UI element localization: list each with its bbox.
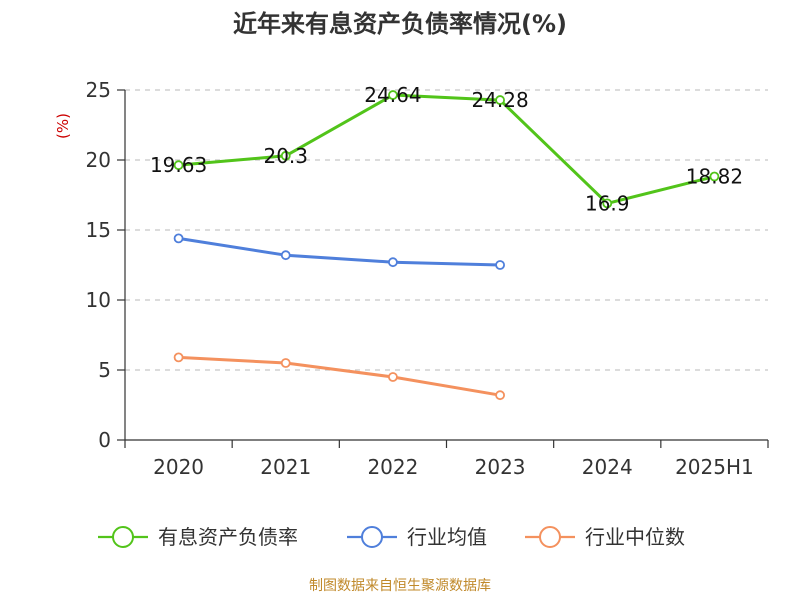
chart-title: 近年来有息资产负债率情况(%) [233, 10, 567, 38]
series-line-0 [178, 93, 715, 205]
data-label: 18.82 [686, 165, 743, 189]
data-label: 16.9 [585, 191, 630, 215]
data-label: 24.28 [471, 88, 528, 112]
axes: 0 5 10 15 20 25 2020 2021 2022 2023 2024 2025H1 [86, 78, 769, 479]
data-point-2 [388, 372, 398, 382]
y-axis-unit-label: (%) [54, 113, 72, 139]
y-tick-label: 0 [98, 428, 111, 452]
data-point-2 [173, 352, 184, 363]
y-tick-label: 20 [86, 148, 111, 172]
data-label: 24.64 [364, 83, 421, 107]
x-tick-label: 2020 [153, 455, 204, 479]
data-label: 19.63 [150, 153, 207, 177]
legend-label: 行业中位数 [585, 525, 685, 549]
x-tick-label: 2023 [475, 455, 526, 479]
data-point-0 [388, 90, 398, 100]
data-point-1 [388, 257, 398, 268]
x-tick-label: 2022 [367, 455, 418, 479]
legend-label: 有息资产负债率 [158, 525, 298, 549]
legend-marker [361, 526, 383, 548]
data-point-2 [280, 358, 291, 368]
data-point-0 [280, 150, 291, 161]
x-tick-label: 2025H1 [675, 455, 754, 479]
y-tick-label: 15 [86, 218, 111, 242]
x-tick-label: 2024 [582, 455, 633, 479]
series-layer: 19.63 20.3 24.64 24.28 16.9 18.82 [150, 83, 743, 401]
data-point-0 [709, 171, 720, 182]
data-point-0 [173, 160, 184, 171]
legend-marker [539, 526, 561, 548]
series-line-2 [178, 355, 501, 397]
gridlines [125, 89, 768, 371]
data-point-2 [495, 390, 505, 401]
y-tick-label: 25 [86, 78, 111, 102]
x-tick-label: 2021 [260, 455, 311, 479]
data-point-1 [280, 250, 291, 261]
series-line-1 [178, 236, 501, 267]
legend: 有息资产负债率 行业均值 行业中位数 [98, 525, 685, 549]
data-point-0 [495, 95, 505, 105]
y-tick-label: 5 [98, 358, 111, 382]
source-note: 制图数据来自恒生聚源数据库 [309, 578, 491, 594]
data-label: 20.3 [263, 144, 308, 168]
legend-marker [112, 526, 134, 548]
data-point-1 [495, 260, 505, 270]
data-point-1 [173, 233, 184, 244]
legend-label: 行业均值 [407, 525, 487, 549]
y-tick-label: 10 [86, 288, 111, 312]
data-point-0 [602, 198, 613, 209]
